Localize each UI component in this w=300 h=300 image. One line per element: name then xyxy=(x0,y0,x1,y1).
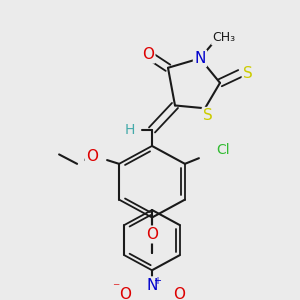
Text: N: N xyxy=(194,51,206,66)
Text: Cl: Cl xyxy=(216,143,230,157)
Text: N: N xyxy=(146,278,158,293)
Text: O: O xyxy=(146,227,158,242)
Text: ⁻: ⁻ xyxy=(112,281,120,295)
Text: CH₃: CH₃ xyxy=(212,31,236,44)
Text: O: O xyxy=(119,287,131,300)
Text: O: O xyxy=(173,287,185,300)
Text: O: O xyxy=(86,149,98,164)
Text: +: + xyxy=(153,276,161,286)
Text: S: S xyxy=(243,66,253,81)
Text: H: H xyxy=(125,123,135,137)
Text: S: S xyxy=(203,108,213,123)
Text: O: O xyxy=(142,47,154,62)
